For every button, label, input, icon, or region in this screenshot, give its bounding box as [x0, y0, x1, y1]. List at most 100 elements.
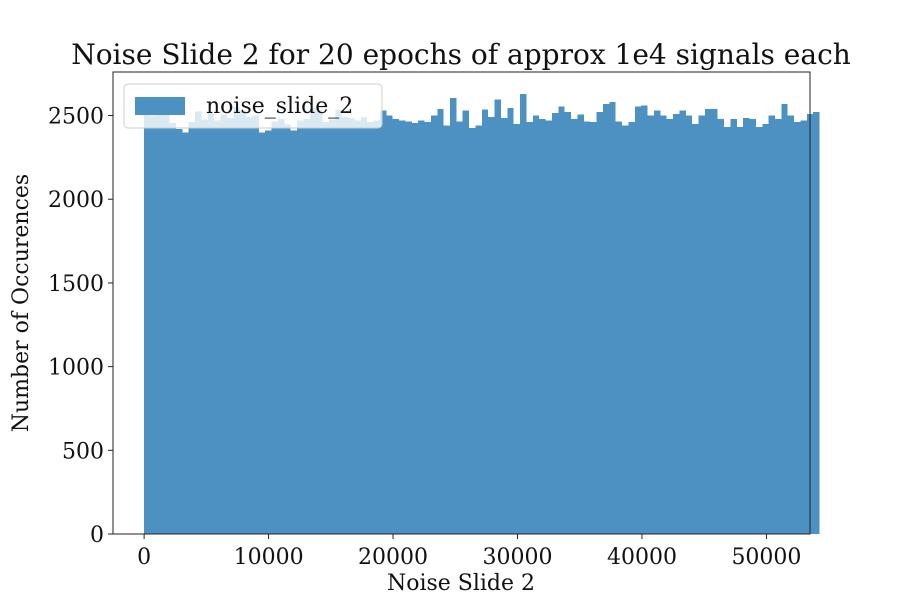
histogram-bar	[188, 122, 196, 534]
histogram-bar	[520, 93, 527, 535]
x-tick-label: 0	[137, 545, 151, 570]
legend: noise_slide_2	[123, 83, 383, 129]
legend-swatch	[135, 97, 185, 115]
histogram-bar	[392, 118, 400, 534]
legend-box	[123, 83, 383, 129]
histogram-bar	[424, 122, 431, 534]
histogram-bar	[169, 123, 176, 534]
histogram-bar	[271, 121, 278, 534]
histogram-bar	[399, 120, 406, 534]
histogram-bar	[494, 99, 501, 534]
histogram-bar	[322, 122, 329, 534]
histogram-bar	[775, 118, 782, 534]
histogram-bar	[628, 122, 635, 534]
histogram-bar	[379, 110, 387, 534]
histogram-bar	[513, 123, 521, 535]
histogram-bar	[297, 120, 304, 534]
x-tick-label: 30000	[483, 545, 553, 570]
histogram-bar	[481, 109, 489, 535]
x-axis-ticks: 0 10000 20000 30000 40000 50000	[137, 534, 801, 570]
histogram-bar	[609, 102, 616, 534]
histogram-bar	[265, 130, 272, 534]
histogram-bar	[367, 122, 374, 534]
histogram-bar	[437, 108, 444, 535]
histogram-bar	[201, 119, 208, 535]
histogram-bar	[195, 111, 202, 534]
histogram-bar	[316, 110, 323, 534]
x-axis-label: Noise Slide 2	[387, 571, 535, 596]
histogram-bar	[583, 121, 591, 534]
histogram-bar	[500, 118, 508, 535]
histogram-bar	[239, 110, 247, 534]
histogram-bar	[309, 107, 317, 534]
y-tick-label: 2500	[48, 105, 104, 130]
histogram-bar	[634, 106, 642, 534]
histogram-bar	[373, 120, 380, 534]
histogram-bar	[335, 109, 342, 535]
histogram-bar	[736, 127, 744, 534]
histogram-bar	[615, 121, 623, 534]
histogram-bar	[660, 115, 667, 535]
histogram-bar	[175, 128, 183, 535]
x-tick-label: 20000	[358, 545, 428, 570]
histogram-bar	[207, 113, 215, 535]
histogram-bar	[220, 114, 227, 534]
histogram-bar	[303, 118, 310, 534]
histogram-bar	[730, 118, 737, 534]
histogram-bar	[360, 117, 368, 535]
histogram-bar	[602, 103, 610, 534]
histogram-bar	[717, 118, 725, 534]
histogram-bar	[430, 115, 438, 535]
legend-label: noise_slide_2	[206, 94, 353, 119]
histogram-bar	[456, 121, 463, 534]
histogram-bar	[622, 125, 629, 534]
histogram-bar	[787, 115, 795, 535]
histogram-bar	[532, 115, 540, 535]
histogram-bar	[577, 114, 584, 534]
histogram-bar	[813, 112, 820, 534]
histogram-bar	[341, 117, 349, 535]
histogram-bar	[258, 132, 266, 534]
histogram-bar	[679, 110, 686, 534]
histogram-bar	[328, 119, 336, 535]
histogram-bar	[692, 123, 699, 535]
histogram-bar	[443, 125, 450, 534]
histogram-bar	[647, 115, 654, 535]
histogram-bar	[698, 115, 705, 535]
histogram-bar	[666, 118, 674, 534]
histogram-bar	[564, 112, 572, 534]
y-tick-label: 1000	[48, 356, 104, 381]
histogram-bar	[163, 110, 170, 534]
histogram-bar	[284, 124, 291, 534]
y-tick-label: 0	[90, 523, 104, 548]
histogram-bar	[386, 115, 393, 535]
histogram-bar	[449, 97, 457, 535]
histogram-bar	[290, 130, 298, 534]
histogram-bar	[226, 118, 234, 535]
histogram-bar	[156, 106, 164, 534]
histogram-bar	[150, 115, 157, 535]
histogram-bar	[653, 110, 661, 534]
histogram-bar	[246, 117, 253, 535]
plot-frame	[112, 71, 811, 535]
y-tick-label: 1500	[48, 272, 104, 297]
histogram-bar	[348, 118, 355, 535]
histogram-bar	[590, 122, 597, 534]
histogram-bar	[781, 103, 788, 534]
histogram-bar	[596, 112, 603, 534]
histogram-bar	[233, 107, 240, 535]
histogram-bar	[507, 107, 514, 534]
histogram-bar	[794, 122, 801, 534]
histogram-bar	[488, 117, 495, 535]
histogram-bar	[800, 120, 807, 534]
histogram-bar	[673, 113, 680, 534]
y-tick-label: 2000	[48, 188, 104, 213]
histogram-bar	[768, 115, 776, 535]
histogram-bar	[418, 120, 425, 534]
y-axis-ticks: 0 500 1000 1500 2000 2500	[48, 105, 113, 548]
bars-group	[144, 93, 820, 535]
histogram-bar	[558, 106, 565, 534]
histogram-bar	[462, 110, 470, 534]
histogram-bar	[743, 118, 750, 535]
histogram-bar	[411, 123, 419, 534]
